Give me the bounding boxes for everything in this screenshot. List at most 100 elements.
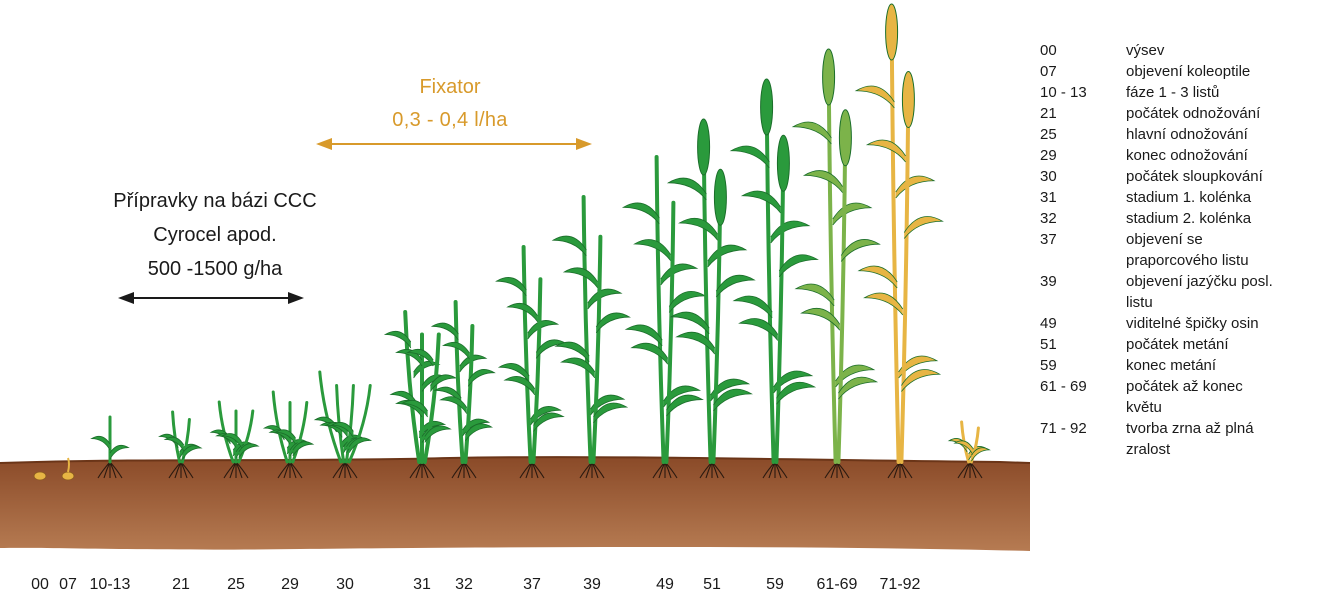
leaf [669,311,710,335]
stage-label: 61-69 [816,576,858,593]
legend-code: 37 [1040,231,1057,248]
ear [776,134,790,192]
stage-label: 31 [413,576,431,593]
leaf [898,355,939,379]
legend-code: 10 - 13 [1040,84,1087,101]
legend-code: 30 [1040,168,1057,185]
leaf [773,370,814,394]
ccc-label-line3: 500 -1500 g/ha [147,258,283,280]
plant-stage-stubble [947,420,991,479]
legend-code: 61 - 69 [1040,378,1087,395]
legend-code [1040,397,1126,418]
legend-row: 00 výsev [1040,40,1328,61]
leaf [467,369,496,387]
stem [237,409,255,464]
stem [664,200,676,464]
stem [463,324,475,464]
plant-stage-21 [158,410,203,479]
leaf [562,267,598,289]
legend-row: 71 - 92 tvorba zrna až plná [1040,418,1328,439]
leaf [109,444,130,460]
leaf [800,307,841,331]
leaf [666,394,704,417]
plant-stage-49 [621,155,707,479]
leaf [220,433,242,448]
legend-description: hlavní odnožování [1126,126,1248,143]
leaf [554,341,590,363]
stage-label: 25 [227,576,245,593]
leaf [292,441,315,457]
legend-description: tvorba zrna až plná [1126,420,1254,437]
leaf [182,445,203,460]
stage-label: 10-13 [89,576,131,593]
legend-description: počátek až konec [1126,378,1243,395]
legend-row: 37 objevení se [1040,229,1328,250]
leaf [971,447,991,462]
stage-label: 07 [59,576,77,593]
leaf [666,177,707,201]
stage-label: 21 [172,576,190,593]
stem [422,332,441,464]
ccc-label-line1: Přípravky na bázi CCC [113,190,317,212]
seed [61,471,75,481]
legend-code: 39 [1040,273,1057,290]
leaf [330,422,354,438]
stem [654,155,666,464]
leaf [459,354,488,373]
leaf [621,202,660,225]
legend-description: fáze 1 - 3 listů [1126,84,1220,101]
legend-code: 31 [1040,189,1057,206]
fixator-arrow [316,138,592,150]
legend-description: zralost [1126,441,1171,458]
leaf [383,330,412,349]
stem [591,234,603,464]
leaf [715,274,756,298]
leaf [624,324,663,347]
legend-code: 25 [1040,126,1057,143]
stem [836,115,848,464]
leaf [675,331,716,355]
leaf [560,357,596,379]
stem [344,384,355,464]
legend-row: 59 konec metání [1040,355,1328,376]
legend-code [1040,292,1126,313]
legend-row: květu [1040,397,1328,418]
leaf [778,254,819,277]
legend-row: 10 - 13 fáze 1 - 3 listů [1040,82,1328,103]
leaf [710,378,751,402]
leaf [587,288,623,310]
legend-description: viditelné špičky osin [1126,315,1259,332]
leaf [441,341,470,360]
leaf [495,277,527,297]
leaf [707,244,748,268]
ear [713,168,727,226]
ear [901,71,915,128]
legend-code: 00 [1040,42,1057,59]
legend-description: praporcového listu [1126,252,1249,269]
leaf [90,435,111,451]
legend-description: objevení se [1126,231,1203,248]
plant-stage-30 [313,370,373,479]
stage-label: 59 [766,576,784,593]
stage-label: 37 [523,576,541,593]
ccc-label-line2: Cyrocel apod. [153,224,277,246]
leaf [794,283,835,307]
leaf [863,292,904,316]
legend-row: praporcového listu [1040,250,1328,271]
legend-code: 21 [1040,105,1057,122]
leaf [729,145,770,169]
legend-row: 07 objevení koleoptile [1040,61,1328,82]
leaf [533,412,565,432]
stage-label: 49 [656,576,674,593]
leaf [732,295,773,319]
leaf [503,375,536,396]
legend-row: 31 stadium 1. kolénka [1040,187,1328,208]
leaf [663,385,702,408]
legend-description: počátek sloupkování [1126,168,1263,185]
legend-description: stadium 1. kolénka [1126,189,1252,206]
leaf [740,190,781,214]
ear [760,78,774,136]
stage-label: 39 [583,576,601,593]
leaf [163,436,185,452]
stem [171,410,182,464]
